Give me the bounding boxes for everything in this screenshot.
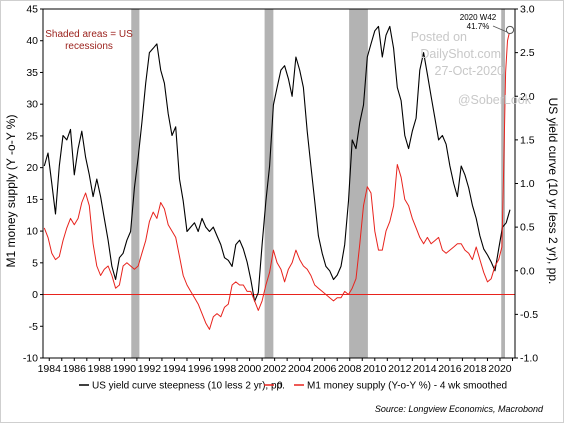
callout-marker	[505, 25, 515, 35]
y-right-tick-label: -1.0	[520, 353, 538, 365]
plot-frame	[42, 8, 516, 359]
y-right-tick-label: 0.0	[520, 265, 535, 277]
legend: US yield curve steepness (10 less 2 yr),…	[79, 381, 507, 392]
x-tick-label: 2016	[438, 363, 462, 375]
x-tick-label: 1984	[38, 363, 62, 375]
callout-label: 2020 W42	[460, 13, 497, 22]
callout-value: 41.7%	[467, 22, 490, 31]
x-tick-label: 2014	[413, 363, 437, 375]
y-left-tick-label: 5	[32, 257, 38, 269]
y-left-tick-label: 40	[26, 35, 38, 47]
x-tick-label: 1992	[138, 363, 162, 375]
callout-leader-line	[492, 25, 508, 33]
y-right-tick-label: -0.5	[520, 309, 538, 321]
recession-shading	[131, 9, 505, 358]
x-tick-label: 1990	[113, 363, 137, 375]
y-left-tick-label: 35	[26, 67, 38, 79]
y-right-tick-label: 1.0	[520, 178, 535, 190]
x-tick-label: 1986	[63, 363, 87, 375]
watermark-line1: Posted on	[411, 30, 467, 44]
x-tick-label: 2010	[363, 363, 387, 375]
y-left-tick-label: 30	[26, 99, 38, 111]
x-tick-label: 2002	[263, 363, 287, 375]
watermark-line2: DailyShot.com	[420, 47, 501, 61]
y-left-tick-label: 20	[26, 162, 38, 174]
y-left-tick-label: 10	[26, 226, 38, 238]
x-tick-label: 2018	[463, 363, 487, 375]
legend-label: M1 money supply (Y-o-Y %) - 4 wk smoothe…	[307, 381, 507, 392]
y-axis-label-left: M1 money supply (Y -o-Y %)	[4, 115, 18, 268]
recession-band-2	[264, 9, 274, 358]
m1-money-supply-line	[43, 29, 511, 330]
x-tick-label: 1994	[163, 363, 187, 375]
y-right-tick-label: 2.5	[520, 47, 535, 59]
watermark: Posted on DailyShot.com 27-Oct-2020 @Sob…	[411, 30, 532, 107]
x-tick-label: 1996	[188, 363, 212, 375]
recession-band-3	[349, 9, 368, 358]
legend-label: US yield curve steepness (10 less 2 yr),…	[92, 381, 285, 392]
y-axis-label-right: US yield curve (10 yr less 2 yr), pp.	[546, 98, 560, 285]
y-right-tick-label: 0.5	[520, 222, 535, 234]
y-left-tick-label: 25	[26, 130, 38, 142]
callout-2020-w42: 2020 W42 41.7%	[460, 13, 515, 35]
y-right-tick-label: 2.0	[520, 91, 535, 103]
y-right-tick-label: 1.5	[520, 134, 535, 146]
x-tick-label: 1988	[88, 363, 112, 375]
x-tick-label: 2012	[388, 363, 412, 375]
watermark-handle: @SoberLook	[458, 93, 532, 107]
x-tick-label: 2006	[313, 363, 337, 375]
recession-note-line1: Shaded areas = US	[45, 29, 133, 40]
y-left-tick-label: 0	[32, 289, 38, 301]
legend-label: 0	[277, 381, 283, 392]
y-left-tick-label: -10	[23, 353, 38, 365]
axis-layer: -10 -5 0 5 10 15 20 25 30 35 40 45 -1.0 -0.5 0.0 0.5 1.0…	[23, 4, 538, 376]
x-tick-label: 1998	[213, 363, 237, 375]
y-right-tick-label: 3.0	[520, 4, 535, 16]
y-left-tick-label: 15	[26, 194, 38, 206]
yield-curve-line	[43, 25, 511, 302]
y-left-tick-label: 45	[26, 4, 38, 16]
x-tick-label: 2008	[338, 363, 362, 375]
watermark-line3: 27-Oct-2020	[435, 64, 505, 78]
series-layer	[43, 25, 511, 330]
x-tick-label: 2020	[488, 363, 512, 375]
x-tick-label: 2004	[288, 363, 312, 375]
source-note: Source: Longview Economics, Macrobond	[375, 404, 544, 414]
y-left-tick-label: -5	[29, 321, 38, 333]
x-tick-label: 2000	[238, 363, 262, 375]
recession-note-line2: recessions	[65, 41, 113, 52]
